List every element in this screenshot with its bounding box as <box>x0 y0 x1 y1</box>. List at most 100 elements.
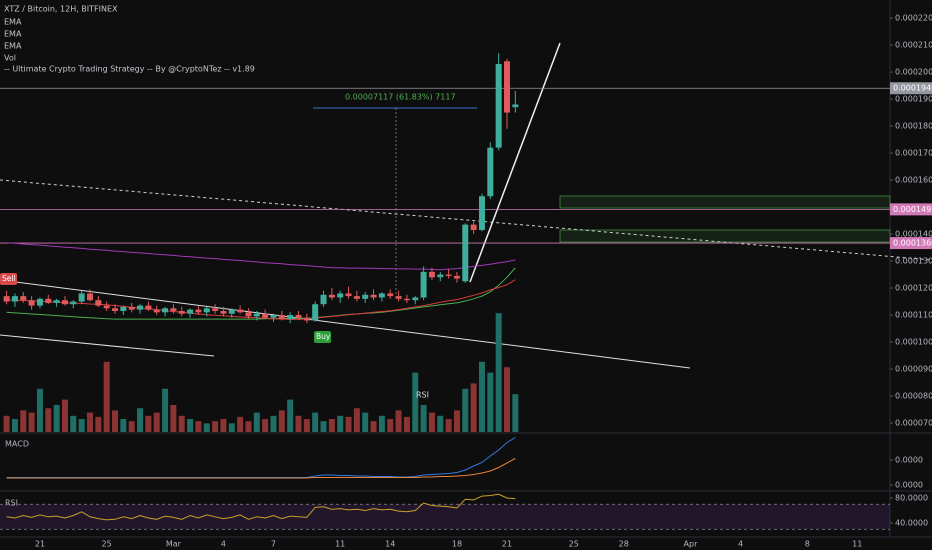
x-tick-label: Mar <box>166 540 182 549</box>
macd-line <box>6 458 516 479</box>
candle-body <box>245 312 252 317</box>
candle-body <box>70 301 77 305</box>
candle-body <box>220 310 227 314</box>
volume-bar <box>228 423 235 432</box>
pane-title: RSI <box>5 499 18 508</box>
price-label: 0.00013666 <box>893 239 932 248</box>
y-tick-label: 0.00013000 <box>895 257 932 266</box>
volume-bar <box>61 399 68 432</box>
candle-body <box>370 294 377 298</box>
candle-body <box>262 313 269 318</box>
candle-body <box>487 147 494 197</box>
volume-bar <box>137 408 144 432</box>
volume-bar <box>153 412 160 432</box>
volume-bar <box>262 419 269 432</box>
volume-bar <box>11 419 18 432</box>
candle-body <box>478 196 485 230</box>
candle-body <box>345 293 352 297</box>
y-tick-label: 0.00017000 <box>895 149 932 158</box>
candle-body <box>495 63 502 148</box>
candle-body <box>320 294 327 305</box>
y-tick-label: 0.00009000 <box>895 365 932 374</box>
candle-body <box>253 313 260 317</box>
rsi-line <box>6 493 516 521</box>
candle-body <box>420 271 427 298</box>
y-tick-label: 0.0000 <box>895 481 923 490</box>
y-tick-label: 40.0000 <box>895 519 928 528</box>
y-tick-label: 0.00021000 <box>895 41 932 50</box>
candle-body <box>303 317 310 321</box>
measure-label: 0.00007117 (61.83%) 7117 <box>345 93 456 102</box>
sell-signal: Sell <box>2 274 16 283</box>
y-tick-label: 0.00008000 <box>895 392 932 401</box>
candle-body <box>3 296 10 302</box>
volume-bar <box>95 416 102 432</box>
volume-bar <box>120 419 127 432</box>
volume-bar <box>245 421 252 432</box>
candle-body <box>95 300 102 306</box>
candle-body <box>36 298 43 306</box>
volume-bar <box>78 419 85 432</box>
price-label-box <box>890 237 932 250</box>
volume-bar <box>320 421 327 432</box>
x-tick-label: 25 <box>569 540 579 549</box>
trend-line <box>0 334 215 357</box>
volume-bar <box>220 419 227 432</box>
ema-line <box>6 279 516 321</box>
candle-body <box>103 305 110 309</box>
volume-bar <box>162 388 169 432</box>
candle-body <box>462 224 469 282</box>
candle-body <box>387 293 394 297</box>
y-tick-label: 0.00010000 <box>895 338 932 347</box>
volume-bar <box>253 412 260 432</box>
legend-entry: EMA <box>4 42 22 51</box>
volume-bar <box>387 419 394 432</box>
candle-body <box>312 304 319 321</box>
pane-title: MACD <box>5 440 29 449</box>
volume-bar <box>87 412 93 432</box>
volume-bar <box>487 372 494 432</box>
chart-title: XTZ / Bitcoin, 12H, BITFINEX <box>4 5 118 14</box>
marks: 0.00022000 0.00021000 0.00020000 0.00019000… <box>0 14 932 549</box>
candle-body <box>228 309 235 314</box>
volume-bar <box>178 415 185 432</box>
volume-bar <box>453 410 460 432</box>
candle-body <box>437 274 444 278</box>
candle-body <box>153 309 160 313</box>
legend-entry: EMA <box>4 30 22 39</box>
volume-bar <box>270 415 277 432</box>
candle-body <box>403 298 410 301</box>
candle-body <box>28 300 35 306</box>
candle-body <box>145 305 152 310</box>
y-tick-label: 0.00014000 <box>895 230 932 239</box>
candle-body <box>78 293 85 302</box>
trend-line <box>0 279 691 369</box>
volume-bar <box>478 361 485 432</box>
y-tick-label: 0.00012000 <box>895 284 932 293</box>
volume-bar <box>328 419 335 432</box>
candle-body <box>11 296 18 302</box>
x-tick-label: Apr <box>684 540 699 549</box>
annotation: RSI <box>416 391 429 400</box>
price-label-box <box>890 203 932 216</box>
volume-bar <box>45 408 52 432</box>
volume-bar <box>395 410 402 432</box>
volume-bar <box>295 415 302 432</box>
candle-body <box>170 308 177 311</box>
y-tick-label: 0.00019000 <box>895 95 932 104</box>
candle-body <box>120 306 127 311</box>
x-tick-label: 25 <box>102 540 112 549</box>
candle-body <box>353 296 360 299</box>
candle-body <box>112 308 119 311</box>
x-tick-label: 4 <box>738 540 743 549</box>
ema-line <box>6 267 516 320</box>
volume-bar <box>462 388 469 432</box>
x-tick-label: 28 <box>619 540 629 549</box>
candle-body <box>203 308 210 313</box>
y-tick-label: 0.00020000 <box>895 68 932 77</box>
price-label: 0.00019401 <box>893 84 932 93</box>
candle-body <box>362 294 369 299</box>
volume-bar <box>337 415 344 432</box>
volume-bar <box>362 412 369 432</box>
